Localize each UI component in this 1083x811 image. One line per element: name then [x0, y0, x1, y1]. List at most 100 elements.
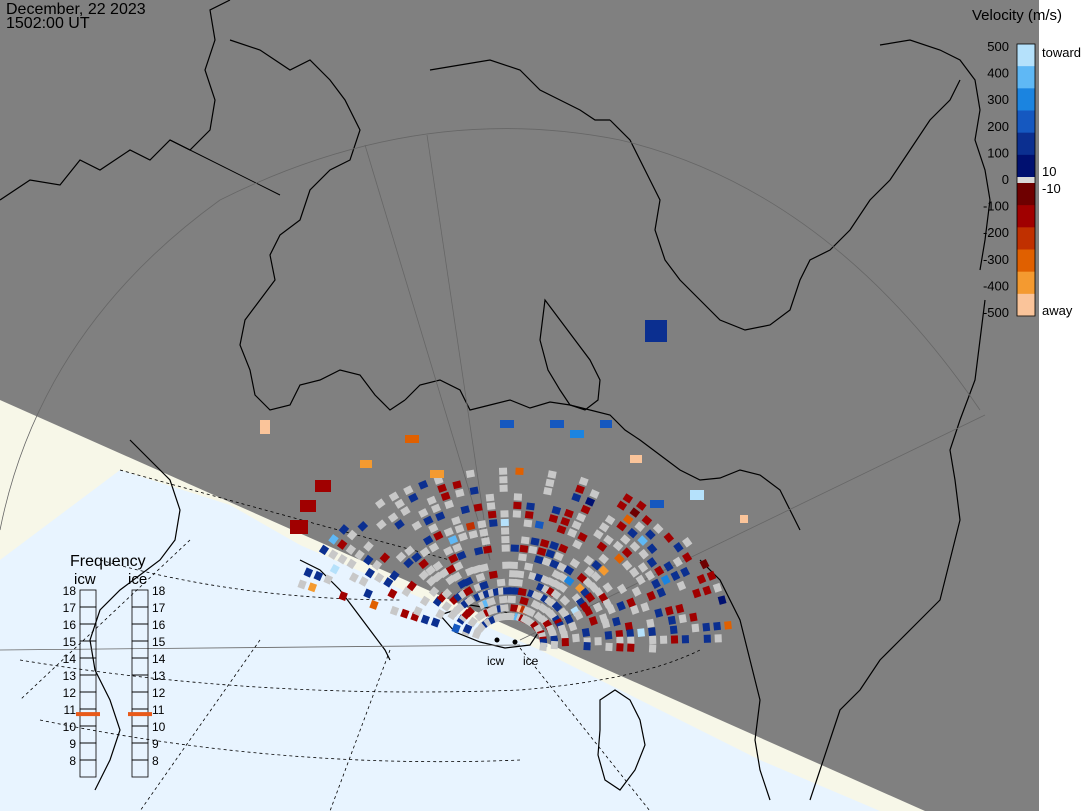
scatter-cell [486, 502, 496, 510]
scatter-cell [545, 478, 555, 488]
scatter-cell [418, 569, 430, 581]
frequency-scale-label: 9 [69, 737, 76, 751]
scatter-cell [572, 633, 580, 643]
day-meridian-1 [519, 647, 651, 811]
scatter-cell [637, 562, 649, 573]
scatter-cell [420, 614, 430, 625]
scatter-cell [706, 570, 717, 581]
scatter-cell [572, 539, 583, 550]
scatter-cell [498, 467, 508, 475]
scatter-cell [435, 511, 446, 522]
scatter-cell [558, 543, 569, 554]
scatter-cell [507, 595, 516, 604]
scatter-cell [443, 546, 454, 556]
scatter-cell [363, 554, 374, 566]
day-lat-2 [39, 719, 521, 763]
coastline-canada-west [229, 39, 406, 411]
scatter-cell [583, 642, 591, 651]
scatter-cell [543, 487, 553, 496]
coastlines [0, 0, 991, 801]
scatter-cell [473, 503, 483, 512]
scatter-cell [403, 485, 414, 496]
scatter-cell [675, 603, 685, 614]
scatter-cell [315, 480, 331, 492]
scatter-cell [509, 561, 518, 570]
scatter-cell [601, 619, 611, 629]
scatter-cell [425, 565, 436, 576]
scatter-cell [530, 537, 540, 546]
scatter-cell [551, 505, 562, 515]
scatter-cell [648, 627, 656, 636]
scatter-cell [400, 506, 411, 517]
frequency-scale-label: 12 [63, 686, 77, 700]
latitude-grid [0, 128, 986, 651]
frequency-scale-label: 10 [152, 720, 166, 734]
border-alaska-canada [169, 139, 281, 196]
scatter-cell [404, 545, 415, 557]
scatter-cell [583, 555, 595, 566]
scatter-cell [604, 630, 613, 640]
scatter-cell [328, 534, 339, 545]
colorbar-toward-label: toward [1042, 45, 1081, 60]
scatter-cell [418, 508, 429, 518]
scatter-cell [612, 540, 624, 552]
frequency-scale-label: 16 [63, 618, 77, 632]
scatter-cell [576, 512, 587, 523]
scatter-cell [463, 576, 474, 587]
scatter-cell [479, 580, 489, 591]
scatter-cell [419, 547, 431, 558]
scatter-cell [563, 614, 574, 625]
scatter-cell [539, 538, 550, 548]
scatter-cell [550, 589, 562, 600]
day-meridian-2 [329, 649, 391, 811]
scatter-cell [500, 527, 510, 535]
coastline-greenland [609, 79, 961, 331]
scatter-cell [598, 553, 610, 565]
scatter-cell [616, 643, 624, 652]
scatter-cell [541, 557, 552, 567]
radar-sites: icw ice [487, 637, 539, 668]
frequency-scale-label: 18 [63, 584, 77, 598]
radar-fan [260, 320, 748, 653]
scatter-cell [714, 634, 722, 643]
scatter-cell [375, 498, 386, 509]
scatter-cell [363, 541, 374, 552]
scatter-cell [500, 510, 509, 518]
frequency-scale-label: 17 [152, 601, 166, 615]
scatter-cell [600, 420, 612, 428]
coastline-scandinavia [699, 559, 771, 801]
scatter-cell [373, 572, 385, 584]
scatter-cell [418, 558, 429, 570]
scatter-cell [346, 558, 357, 570]
scatter-cell [328, 549, 339, 560]
frequency-scale-label: 17 [63, 601, 77, 615]
scatter-cell [303, 567, 314, 578]
scatter-cell [498, 595, 508, 604]
time-label: 1502:00 UT [6, 15, 90, 32]
frequency-panel: Frequency icw ice 18 17 16 15 14 13 12 11 10 9 8 18… [63, 553, 166, 778]
scatter-cell [464, 606, 475, 618]
meridian-3 [519, 414, 986, 641]
frequency-scale-label: 8 [152, 754, 159, 768]
scatter-cell [435, 609, 446, 620]
scatter-cell [646, 618, 655, 628]
scatter-cell [488, 519, 498, 527]
radar-label-icw: icw [487, 654, 505, 668]
scatter-cell [428, 586, 440, 598]
scatter-cell [613, 553, 625, 564]
scatter-cell [680, 566, 691, 578]
scatter-cell [496, 578, 506, 587]
scatter-cell [445, 564, 457, 575]
scatter-cell [682, 552, 693, 563]
scatter-cell [571, 520, 582, 531]
radar-site-icw [494, 637, 500, 643]
scatter-cell [517, 587, 527, 597]
meridian-1 [364, 144, 491, 561]
scatter-cell [547, 470, 557, 479]
scatter-cell [519, 596, 529, 606]
colorbar-neg-threshold: -10 [1042, 181, 1061, 196]
scatter-cell [388, 491, 400, 502]
scatter-cell [458, 532, 468, 542]
scatter-cell [563, 575, 575, 587]
scatter-cell [465, 521, 476, 531]
